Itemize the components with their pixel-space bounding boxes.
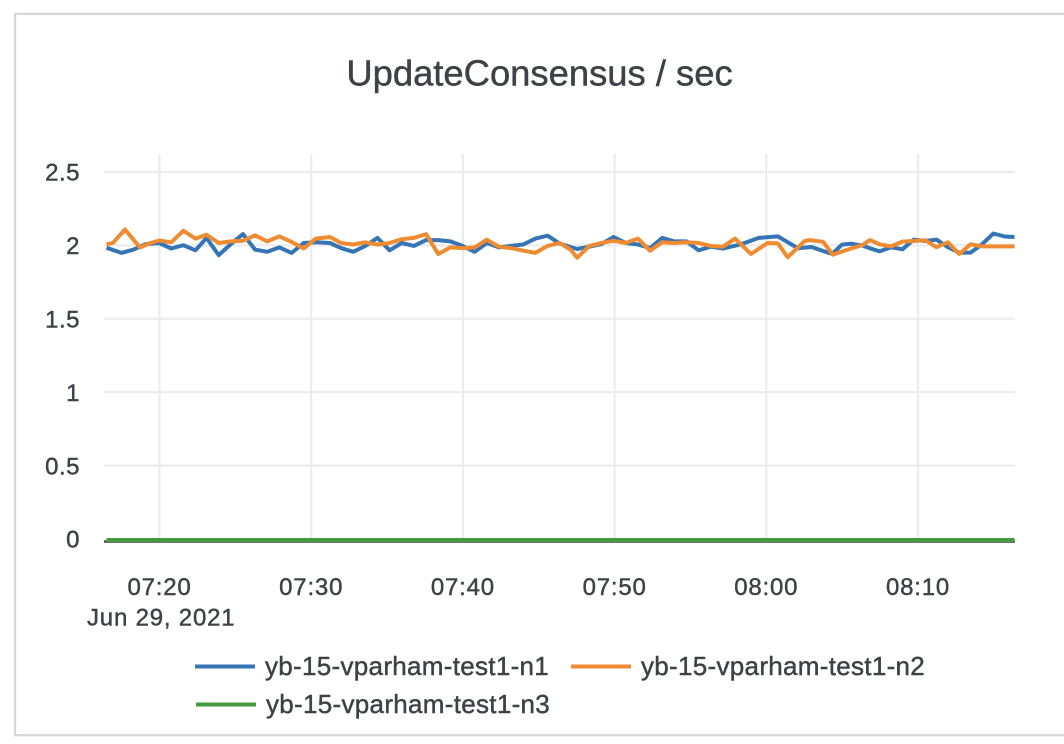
svg-text:yb-15-vparham-test1-n1: yb-15-vparham-test1-n1 [265,651,549,681]
svg-text:2.5: 2.5 [45,160,80,187]
svg-text:yb-15-vparham-test1-n3: yb-15-vparham-test1-n3 [266,689,550,719]
svg-text:2: 2 [66,233,80,260]
svg-text:0.5: 0.5 [45,453,80,480]
svg-text:07:30: 07:30 [279,574,343,601]
svg-text:07:20: 07:20 [127,574,191,601]
svg-text:1: 1 [66,380,80,407]
svg-text:0: 0 [66,527,80,554]
svg-text:07:50: 07:50 [583,574,647,601]
svg-text:1.5: 1.5 [45,307,80,334]
svg-text:yb-15-vparham-test1-n2: yb-15-vparham-test1-n2 [641,651,925,681]
svg-text:08:10: 08:10 [886,574,950,601]
svg-text:07:40: 07:40 [431,574,495,601]
svg-text:UpdateConsensus / sec: UpdateConsensus / sec [346,53,732,94]
svg-text:08:00: 08:00 [734,574,798,601]
svg-text:Jun 29, 2021: Jun 29, 2021 [87,605,235,632]
